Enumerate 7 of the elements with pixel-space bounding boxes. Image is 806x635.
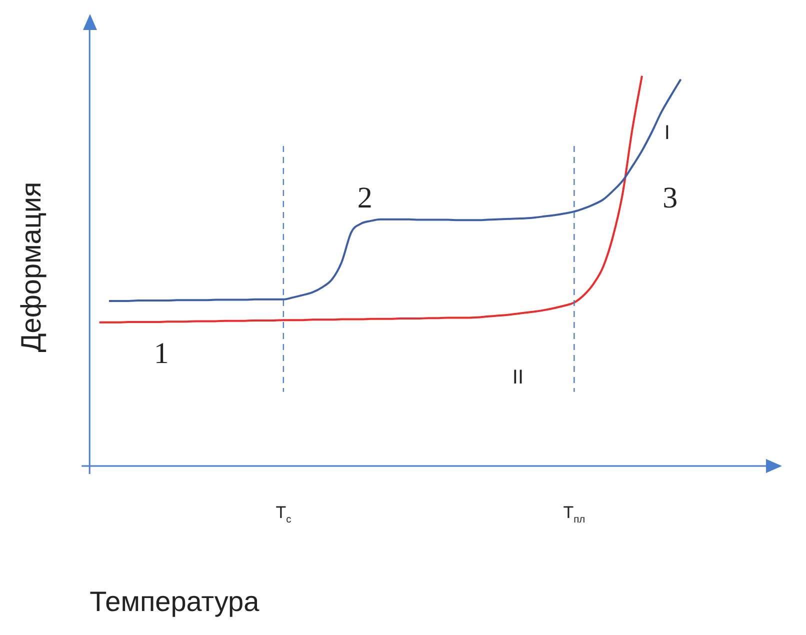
- y-axis-title: Деформация: [16, 182, 47, 352]
- annotation: 2: [357, 181, 372, 214]
- annotation: 1: [154, 337, 169, 370]
- annotation: I: [664, 122, 670, 144]
- annotation: II: [512, 366, 524, 389]
- annotation: 3: [662, 181, 678, 214]
- x-axis-title: Температура: [90, 586, 260, 617]
